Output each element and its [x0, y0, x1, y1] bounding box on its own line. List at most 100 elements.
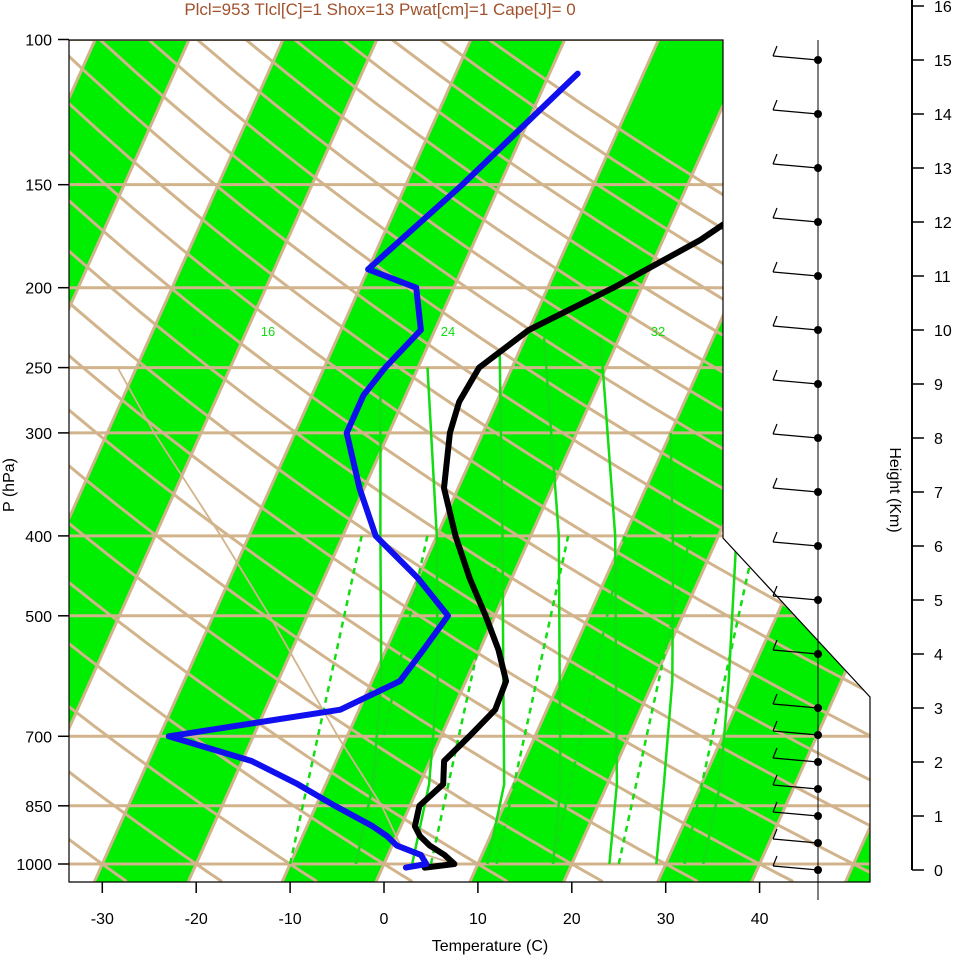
- temperature-band: [657, 40, 870, 882]
- isotherm: [69, 40, 285, 882]
- wind-barb: [772, 811, 819, 817]
- dry-adiabat: [69, 40, 413, 882]
- chart-title: Plcl=953 Tlcl[C]=1 Shox=13 Pwat[cm]=1 Ca…: [184, 0, 575, 19]
- dry-adiabat: [69, 40, 604, 882]
- wind-barb-flag: [772, 855, 778, 867]
- y-axis-label: P (hPa): [1, 458, 18, 512]
- dry-adiabat: [69, 40, 223, 882]
- isotherm: [69, 40, 379, 882]
- isotherm: [69, 40, 191, 882]
- dry-adiabat: [69, 40, 870, 882]
- wind-barb-flag: [772, 207, 778, 219]
- wind-barb: [772, 838, 819, 844]
- dashed-line: [429, 535, 504, 865]
- height-tick-label: 10: [934, 323, 952, 340]
- wind-barb: [772, 541, 819, 547]
- wind-barb: [772, 649, 819, 655]
- mixing-ratio-line: [655, 432, 675, 865]
- height-tick-label: 1: [934, 809, 943, 826]
- wind-barb: [772, 217, 819, 223]
- wind-barb: [772, 865, 819, 871]
- height-tick-label: 0: [934, 863, 943, 880]
- x-tick-label: -30: [91, 911, 114, 928]
- dashed-line: [288, 535, 363, 865]
- wind-barb-flag: [772, 828, 778, 840]
- height-tick-label: 11: [934, 269, 951, 286]
- isotherm: [186, 40, 566, 882]
- mixing-ratio-line: [354, 367, 383, 865]
- p-tick-label: 1000: [16, 857, 52, 874]
- temperature-band: [94, 40, 565, 882]
- dashed-line: [551, 535, 626, 865]
- wind-barb: [772, 784, 819, 790]
- dry-adiabat: [69, 40, 318, 882]
- x-tick-label: 40: [751, 911, 769, 928]
- x-tick-label: -20: [185, 911, 208, 928]
- temperature-axis: -30 -20 -10 0 10 20 30 40: [91, 882, 769, 928]
- x-tick-label: 30: [657, 911, 675, 928]
- dashed-line: [354, 535, 429, 865]
- p-tick-label: 250: [25, 361, 52, 378]
- wind-barb-flag: [772, 801, 778, 813]
- dry-adiabat: [196, 40, 870, 882]
- height-tick-label: 2: [934, 755, 943, 772]
- p-tick-label: 500: [25, 609, 52, 626]
- wind-barb: [772, 325, 819, 331]
- wind-barb-flag: [772, 45, 778, 57]
- height-tick-label: 5: [934, 593, 943, 610]
- height-tick-label: 7: [934, 485, 943, 502]
- wind-barb: [772, 163, 819, 169]
- temperature-band: [69, 40, 377, 882]
- plot-area: [69, 40, 870, 882]
- wind-barb: [772, 595, 819, 601]
- wind-barb: [772, 487, 819, 493]
- dry-adiabat: [69, 40, 870, 882]
- dry-adiabat: [69, 40, 509, 882]
- wind-barb: [772, 730, 819, 736]
- line-labels: 12 16 24 32: [191, 324, 665, 339]
- height-axis-label: Height (Km): [886, 447, 903, 532]
- wind-barb-flag: [772, 639, 778, 651]
- dewpoint-line: [165, 70, 581, 871]
- p-tick-label: 400: [25, 529, 52, 546]
- height-tick-label: 9: [934, 377, 943, 394]
- wind-barb-flag: [772, 261, 778, 273]
- sounding-lines: [165, 40, 870, 871]
- mixing-ratio-line: [410, 367, 439, 865]
- height-tick-label: 15: [934, 53, 952, 70]
- wind-barb: [772, 379, 819, 385]
- mixing-ratio-label: 24: [441, 324, 455, 339]
- wind-barb: [772, 109, 819, 115]
- height-tick-label: 8: [934, 431, 943, 448]
- wind-barb: [772, 271, 819, 277]
- p-tick-label: 150: [25, 178, 52, 195]
- wind-barb-flag: [772, 99, 778, 111]
- mixing-ratio-line: [542, 337, 562, 865]
- height-tick-label: 12: [934, 215, 952, 232]
- x-axis-label: Temperature (C): [432, 938, 548, 955]
- isotherm: [750, 40, 870, 882]
- wind-barb-flag: [772, 153, 778, 165]
- dry-adiabat: [69, 40, 794, 882]
- height-tick-label: 16: [934, 0, 952, 16]
- p-tick-label: 850: [25, 799, 52, 816]
- mixing-ratio-line: [599, 337, 619, 865]
- p-tick-label: 700: [25, 729, 52, 746]
- p-tick-label: 200: [25, 281, 52, 298]
- wind-barb-flag: [772, 423, 778, 435]
- dashed-line: [683, 535, 758, 865]
- pressure-axis: 100 150 200 250 300 400 500 700 850 1000: [16, 33, 69, 874]
- dry-adiabat: [69, 40, 699, 882]
- parcel-path: [116, 367, 455, 865]
- dry-adiabat: [69, 40, 870, 882]
- dashed-line: [617, 535, 692, 865]
- mixing-ratio-label: 16: [261, 324, 275, 339]
- temperature-band: [282, 40, 753, 882]
- dry-adiabat: [69, 40, 870, 882]
- x-tick-label: 20: [563, 911, 581, 928]
- wind-barb: [772, 55, 819, 61]
- height-tick-label: 6: [934, 539, 943, 556]
- wind-barb: [772, 433, 819, 439]
- wind-barb-flag: [772, 747, 778, 759]
